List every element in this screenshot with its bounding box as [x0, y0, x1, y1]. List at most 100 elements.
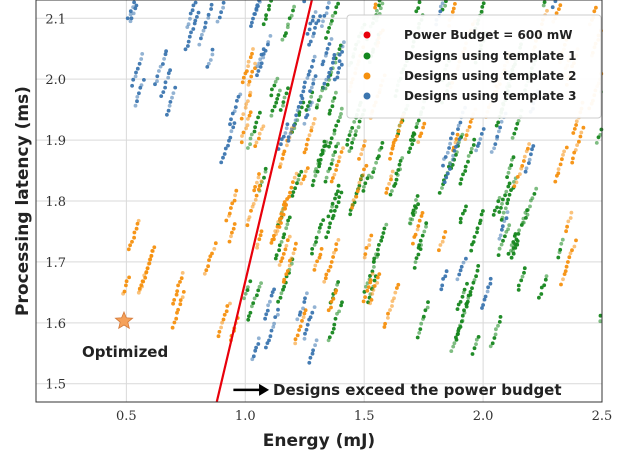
- data-point-template-2: [329, 299, 334, 304]
- data-point-template-3: [322, 81, 327, 86]
- data-point-template-3: [502, 219, 507, 224]
- data-point-template-3: [140, 52, 145, 56]
- data-point-template-2: [569, 210, 574, 215]
- data-point-template-2: [527, 142, 531, 146]
- data-point-template-1: [330, 104, 335, 109]
- data-point-template-3: [499, 119, 504, 124]
- data-point-template-1: [287, 215, 292, 220]
- data-point-template-1: [510, 136, 515, 140]
- x-tick-label: 2.0: [473, 409, 494, 424]
- data-point-template-3: [226, 143, 230, 148]
- data-point-template-3: [188, 16, 192, 21]
- data-point-template-2: [224, 218, 229, 223]
- data-point-template-3: [308, 39, 313, 44]
- data-point-template-3: [135, 66, 140, 71]
- data-point-template-2: [257, 237, 262, 242]
- data-point-template-2: [370, 272, 375, 276]
- data-point-template-3: [308, 89, 312, 93]
- data-point-template-1: [369, 175, 374, 180]
- data-point-template-1: [499, 242, 504, 247]
- data-point-template-1: [248, 142, 253, 147]
- data-point-template-3: [307, 27, 312, 32]
- data-point-template-2: [219, 325, 224, 330]
- data-point-template-3: [305, 113, 310, 117]
- data-point-template-3: [128, 19, 133, 24]
- data-point-template-2: [228, 301, 232, 306]
- data-point-template-2: [334, 168, 338, 172]
- data-point-template-2: [284, 243, 289, 248]
- data-point-template-2: [571, 131, 576, 135]
- data-point-template-3: [321, 59, 326, 64]
- data-point-template-2: [399, 120, 404, 125]
- data-point-template-2: [563, 269, 568, 273]
- data-point-template-1: [501, 197, 505, 202]
- data-point-template-1: [541, 3, 546, 8]
- data-point-template-3: [199, 36, 203, 41]
- data-point-template-2: [522, 154, 527, 159]
- data-point-template-2: [245, 123, 250, 128]
- data-point-template-3: [450, 157, 455, 162]
- data-point-template-2: [246, 82, 251, 87]
- data-point-template-3: [332, 77, 337, 82]
- legend-label-template-2: Designs using template 2: [404, 69, 577, 83]
- data-point-template-2: [232, 222, 237, 226]
- data-point-template-2: [375, 275, 380, 280]
- data-point-template-1: [324, 140, 329, 145]
- data-point-template-2: [304, 142, 309, 147]
- data-point-template-2: [151, 249, 155, 254]
- data-point-template-2: [255, 245, 259, 250]
- data-point-template-2: [206, 264, 211, 269]
- x-tick-label: 1.0: [235, 409, 256, 424]
- data-point-template-2: [130, 239, 134, 244]
- data-point-template-3: [336, 70, 340, 75]
- data-point-template-2: [373, 5, 377, 10]
- data-point-template-3: [450, 131, 455, 136]
- data-point-template-1: [516, 119, 521, 123]
- data-point-template-1: [560, 237, 565, 242]
- data-point-template-2: [572, 126, 577, 131]
- data-point-template-3: [197, 42, 202, 47]
- data-point-template-1: [274, 100, 279, 105]
- data-point-template-1: [270, 87, 274, 92]
- data-point-template-1: [334, 5, 339, 9]
- data-point-template-1: [334, 204, 339, 209]
- data-point-template-2: [231, 226, 236, 231]
- data-point-template-1: [497, 246, 502, 251]
- data-point-template-1: [267, 3, 272, 8]
- data-point-template-3: [163, 52, 168, 57]
- data-point-template-3: [164, 49, 169, 54]
- data-point-template-2: [581, 125, 586, 130]
- data-point-template-3: [497, 129, 501, 134]
- data-point-template-2: [227, 239, 232, 244]
- data-point-template-2: [568, 216, 573, 220]
- data-point-template-1: [345, 138, 350, 142]
- data-point-template-2: [213, 241, 218, 246]
- data-point-template-2: [356, 186, 361, 191]
- data-point-template-1: [289, 13, 294, 18]
- data-point-template-1: [282, 95, 287, 100]
- data-point-template-3: [311, 348, 315, 353]
- data-point-template-1: [285, 25, 290, 30]
- data-point-template-1: [374, 160, 378, 165]
- data-point-template-2: [369, 298, 374, 302]
- data-point-template-2: [334, 288, 339, 293]
- data-point-template-1: [350, 126, 355, 130]
- data-point-template-3: [125, 16, 130, 21]
- data-point-template-1: [330, 204, 334, 209]
- data-point-template-1: [278, 88, 282, 93]
- data-point-template-2: [234, 188, 239, 193]
- data-point-template-1: [378, 6, 383, 11]
- data-point-template-1: [381, 231, 386, 235]
- data-point-template-2: [357, 180, 362, 185]
- data-point-template-1: [558, 247, 563, 252]
- data-point-template-2: [178, 280, 182, 284]
- data-point-template-1: [437, 191, 442, 195]
- data-point-template-3: [324, 77, 329, 82]
- data-point-template-1: [397, 162, 402, 167]
- data-point-template-1: [469, 146, 474, 151]
- data-point-template-1: [247, 314, 251, 318]
- data-point-template-1: [326, 30, 330, 34]
- data-point-template-1: [506, 197, 510, 202]
- data-point-template-2: [241, 75, 246, 80]
- data-point-template-2: [371, 288, 376, 292]
